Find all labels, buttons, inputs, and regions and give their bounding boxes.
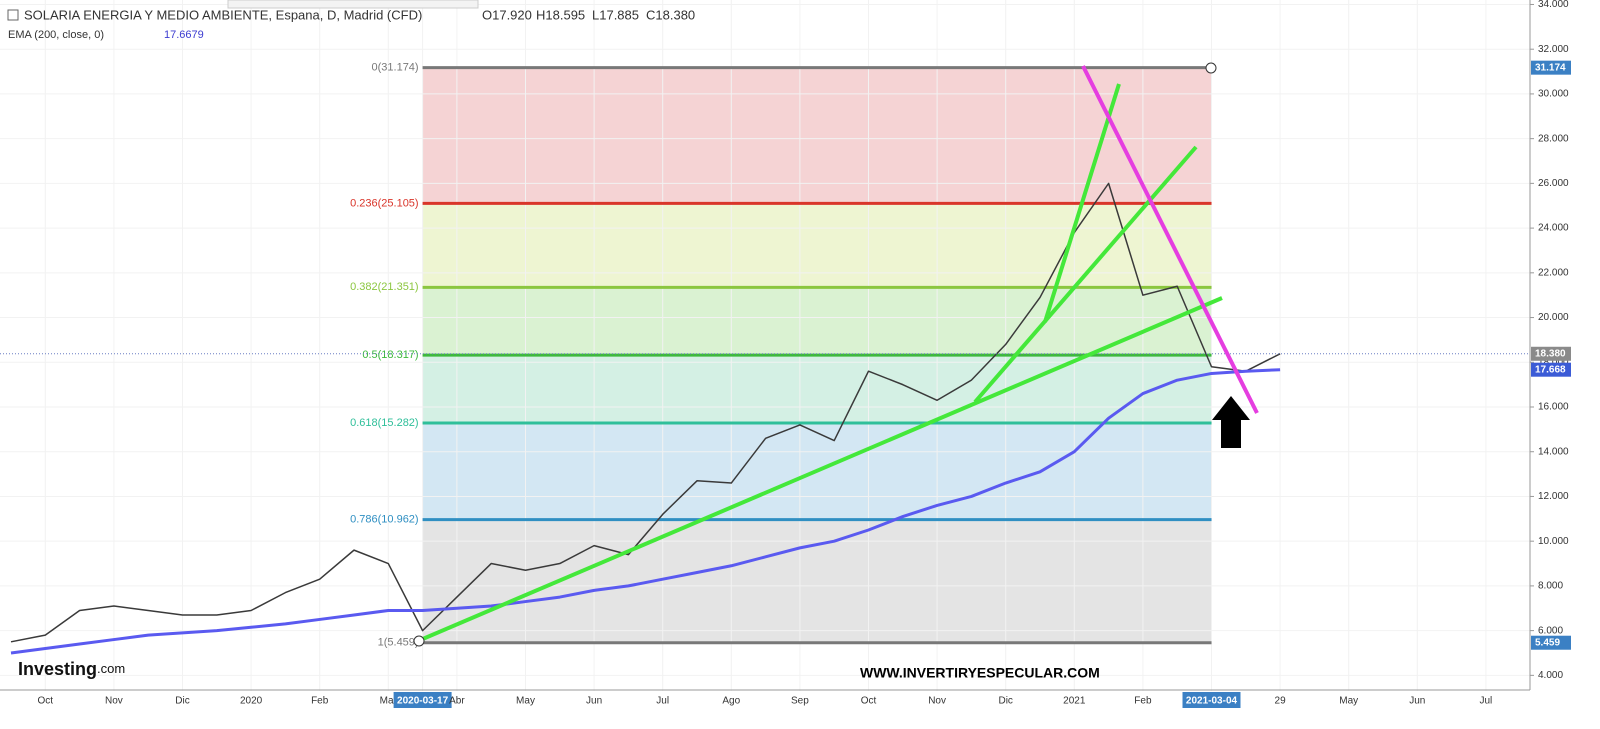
open: O17.920	[482, 7, 532, 22]
y-tick-label: 22.000	[1538, 267, 1569, 278]
high: H18.595	[536, 7, 585, 22]
handle	[413, 635, 425, 647]
x-label-box	[393, 692, 452, 708]
plot: 0(31.174) 0.236(25.105) 0.382(21.351) 0.5(1…	[0, 62, 1530, 655]
handle	[1205, 62, 1217, 74]
x-tick-label: Oct	[861, 696, 877, 707]
price-badge	[1531, 362, 1571, 377]
y-tick-label: 10.000	[1538, 536, 1569, 547]
watermark: WWW.INVERTIRYESPECULAR.COM	[860, 665, 1100, 681]
price-badge-label: 17.668	[1535, 364, 1566, 375]
y-axis-bg	[1530, 0, 1600, 724]
x-tick-label: Mar	[380, 696, 398, 707]
x-tick-label: 2020-03-17	[397, 696, 449, 707]
ema-legend: EMA (200, close, 0)	[8, 29, 104, 41]
price-badge-label: 18.380	[1535, 348, 1566, 359]
x-tick-label: 2021	[1063, 696, 1086, 707]
x-tick-label: Jul	[656, 696, 669, 707]
ema-value: 17.6679	[164, 29, 204, 41]
y-tick-label: 18.000	[1538, 357, 1569, 368]
logo: Investing.com	[18, 659, 125, 679]
trend-lines	[413, 62, 1259, 647]
fib-zone	[422, 287, 1212, 356]
y-tick-label: 32.000	[1538, 44, 1569, 55]
x-tick-label: 2021-03-04	[1186, 696, 1238, 707]
fib-label: 1(5.459)	[378, 637, 419, 649]
header: SOLARIA ENERGIA Y MEDIO AMBIENTE, Espana…	[7, 0, 1100, 681]
y-tick-label: 26.000	[1538, 178, 1569, 189]
fib-label: 0.786(10.962)	[350, 514, 419, 526]
x-tick-label: May	[1339, 696, 1358, 707]
price-badge	[1531, 346, 1571, 361]
trend-line	[1043, 83, 1121, 323]
x-tick-label: 29	[1275, 696, 1287, 707]
y-tick-label: 24.000	[1538, 223, 1569, 234]
y-tick-label: 14.000	[1538, 446, 1569, 457]
x-tick-label: Feb	[311, 696, 329, 707]
title: SOLARIA ENERGIA Y MEDIO AMBIENTE, Espana…	[24, 7, 422, 22]
series-line	[10, 368, 1281, 655]
trend-line	[973, 145, 1198, 404]
collapse-icon	[7, 9, 19, 21]
x-tick-label: Dic	[998, 696, 1012, 707]
arrow	[1212, 396, 1250, 448]
fib-zones	[422, 67, 1212, 643]
y-tick-label: 34.000	[1538, 0, 1569, 10]
fib-label: 0(31.174)	[372, 62, 419, 74]
y-tick-label: 16.000	[1538, 402, 1569, 413]
toolbar	[227, 0, 479, 9]
low: L17.885	[592, 7, 639, 22]
x-tick-label: Jul	[1480, 696, 1493, 707]
x-tick-label: Nov	[928, 696, 946, 707]
x-tick-label: May	[516, 696, 535, 707]
x-tick-label: Abr	[449, 696, 465, 707]
y-tick-label: 4.000	[1538, 670, 1563, 681]
close: C18.380	[646, 7, 695, 22]
x-tick-label: Ago	[722, 696, 740, 707]
trend-line	[1081, 65, 1259, 414]
x-tick-label: Dic	[175, 696, 189, 707]
fib-zone	[422, 519, 1212, 643]
fib-label: 0.5(18.317)	[362, 349, 418, 361]
grid	[0, 0, 1530, 691]
price-badge-label: 31.174	[1535, 62, 1566, 73]
price-badge	[1531, 60, 1571, 75]
x-tick-label: 2020	[240, 696, 263, 707]
fib-zone	[422, 355, 1212, 424]
x-tick-label: Jun	[586, 696, 602, 707]
y-tick-label: 28.000	[1538, 133, 1569, 144]
fib-zone	[422, 203, 1212, 288]
fib-label: 0.382(21.351)	[350, 281, 419, 293]
y-tick-label: 30.000	[1538, 89, 1569, 100]
y-tick-label: 6.000	[1538, 625, 1563, 636]
price-badge	[1531, 635, 1571, 650]
y-tick-label: 20.000	[1538, 312, 1569, 323]
y-tick-label: 8.000	[1538, 581, 1563, 592]
x-tick-label: Feb	[1134, 696, 1152, 707]
x-tick-label: Jun	[1409, 696, 1425, 707]
x-label-box	[1182, 692, 1241, 708]
x-tick-label: Nov	[105, 696, 123, 707]
x-tick-label: Sep	[791, 696, 809, 707]
price-badge-label: 5.459	[1535, 637, 1560, 648]
x-tick-label: Oct	[38, 696, 54, 707]
fib-label: 0.236(25.105)	[350, 197, 419, 209]
fib-zone	[422, 67, 1212, 204]
trend-line	[417, 296, 1223, 643]
fib-label: 0.618(15.282)	[350, 417, 419, 429]
y-tick-label: 12.000	[1538, 491, 1569, 502]
